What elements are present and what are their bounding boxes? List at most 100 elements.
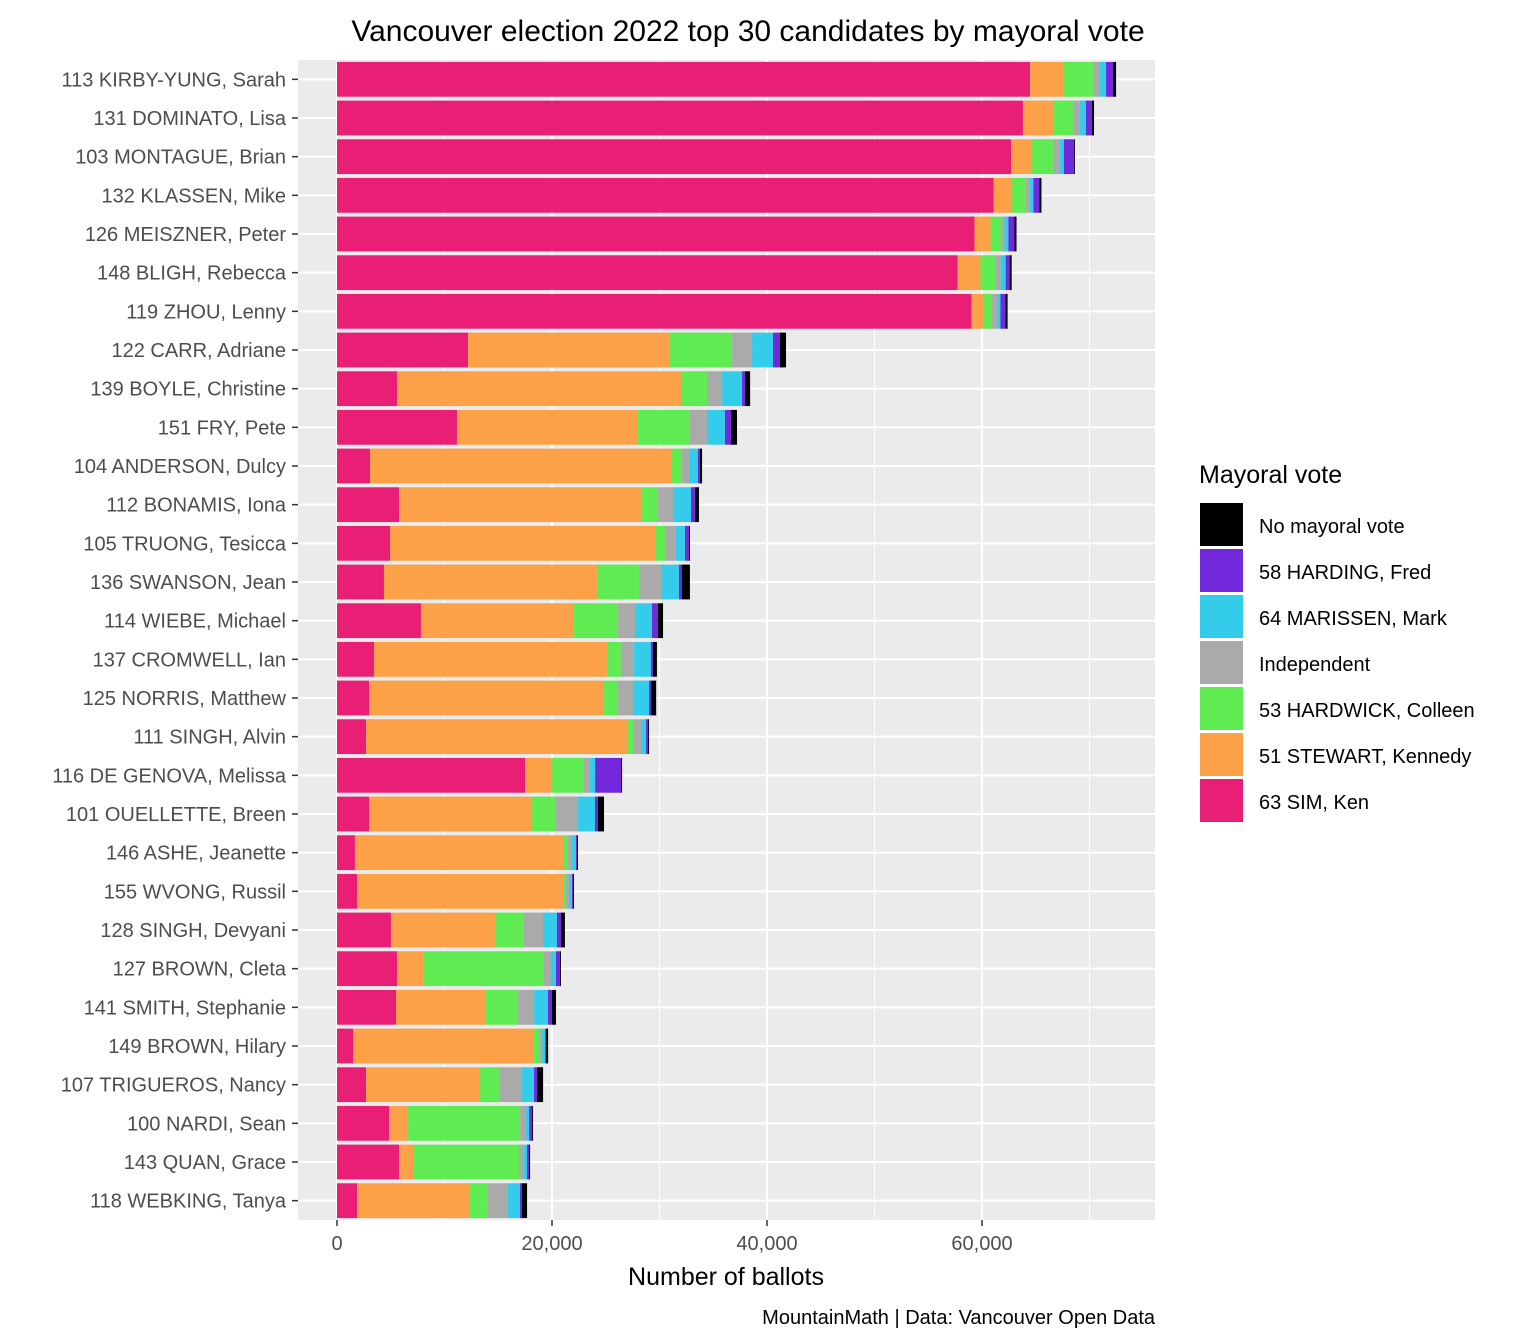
y-tick-label: 132 KLASSEN, Mike: [101, 185, 286, 207]
bar-segment: [542, 1028, 546, 1064]
bar-segment: [532, 1105, 534, 1141]
bar-segment: [974, 216, 991, 252]
bar-segment: [423, 951, 544, 987]
bar-segment: [550, 951, 556, 987]
bar-segment: [752, 332, 774, 368]
bar-segment: [479, 1067, 500, 1103]
bar-segment: [337, 1183, 357, 1219]
y-tick-label: 111 SINGH, Alvin: [133, 727, 286, 749]
bar-segment: [337, 332, 469, 368]
bar-segment: [1052, 139, 1060, 175]
bars: [337, 61, 1117, 1219]
bar-segment: [1011, 177, 1026, 213]
bar-segment: [337, 603, 421, 639]
bar-segment: [983, 293, 992, 329]
bar-segment: [337, 796, 370, 832]
bar-segment: [595, 757, 622, 793]
bar-segment: [980, 255, 996, 291]
bar-segment: [1100, 61, 1107, 97]
bar-segment: [337, 719, 367, 755]
bar-segment: [337, 680, 370, 716]
bar-segment: [366, 1067, 480, 1103]
bar-segment: [590, 757, 596, 793]
bar-segment: [621, 757, 623, 793]
bar-segment: [529, 1144, 531, 1180]
bar-segment: [525, 757, 552, 793]
y-tick-label: 155 WVONG, Russil: [104, 881, 286, 903]
y-tick-label: 119 ZHOU, Lenny: [126, 301, 286, 323]
legend-title: Mayoral vote: [1199, 461, 1342, 489]
bar-segment: [675, 525, 685, 561]
bar-segment: [337, 835, 355, 871]
bar-segment: [697, 448, 701, 484]
y-tick-label: 113 KIRBY-YUNG, Sarah: [61, 69, 286, 91]
bar-segment: [1063, 139, 1074, 175]
y-tick-label: 114 WIEBE, Michael: [104, 611, 286, 633]
chart-title: Vancouver election 2022 top 30 candidate…: [351, 15, 1144, 48]
bar-segment: [604, 680, 619, 716]
bar-segment: [534, 1028, 540, 1064]
bar-segment: [673, 487, 691, 523]
bar-segment: [1030, 61, 1065, 97]
bar-segment: [548, 989, 552, 1025]
bar-segment: [337, 293, 972, 329]
bar-segment: [556, 912, 561, 948]
bar-segment: [957, 255, 981, 291]
bar-segment: [468, 332, 671, 368]
bar-segment: [1009, 255, 1012, 291]
bar-segment: [571, 835, 576, 871]
legend-swatch: [1200, 687, 1243, 730]
bar-segment: [1085, 100, 1092, 136]
bar-segment: [993, 177, 1012, 213]
bar-segment: [539, 1028, 543, 1064]
bar-segment: [1064, 61, 1094, 97]
y-tick-label: 126 MEISZNER, Peter: [85, 224, 287, 246]
bar-segment: [369, 680, 605, 716]
bar-segment: [568, 835, 572, 871]
y-tick-label: 137 CROMWELL, Ian: [93, 649, 286, 671]
bar-segment: [1014, 216, 1017, 252]
bar-segment: [337, 1105, 390, 1141]
bar-segment: [456, 409, 638, 445]
bar-segment: [559, 951, 561, 987]
bar-segment: [487, 1183, 508, 1219]
bar-segment: [546, 1028, 549, 1064]
bar-segment: [337, 525, 390, 561]
bar-segment: [1031, 139, 1053, 175]
bar-segment: [971, 293, 984, 329]
bar-segment: [337, 564, 384, 600]
bar-segment: [1011, 139, 1032, 175]
y-tick-label: 136 SWANSON, Jean: [90, 572, 286, 594]
bar-segment: [396, 989, 486, 1025]
x-axis: 0 20,000 40,000 60,000: [331, 1220, 1013, 1255]
bar-segment: [337, 873, 357, 909]
legend-swatch: [1200, 779, 1243, 822]
bar-segment: [565, 873, 569, 909]
bar-segment: [337, 1028, 354, 1064]
bar-segment: [572, 603, 619, 639]
bar-segment: [524, 1144, 528, 1180]
bar-segment: [369, 796, 533, 832]
bar-segment: [534, 989, 549, 1025]
bar-segment: [991, 293, 998, 329]
y-tick-label: 143 QUAN, Grace: [124, 1152, 286, 1174]
bar-segment: [638, 564, 662, 600]
bar-segment: [1106, 61, 1114, 97]
bar-segment: [527, 1144, 530, 1180]
bar-segment: [681, 564, 690, 600]
bar-segment: [664, 525, 676, 561]
bar-segment: [543, 951, 551, 987]
bar-segment: [562, 873, 566, 909]
bar-segment: [633, 641, 651, 677]
bar-segment: [684, 525, 689, 561]
bar-segment: [641, 487, 658, 523]
y-tick-label: 127 BROWN, Cleta: [113, 959, 287, 981]
bar-segment: [641, 719, 647, 755]
bar-segment: [552, 989, 556, 1025]
legend-label: No mayoral vote: [1259, 516, 1405, 538]
bar-segment: [1000, 293, 1006, 329]
x-axis-label: Number of ballots: [628, 1263, 824, 1291]
bar-segment: [1004, 216, 1009, 252]
bar-segment: [707, 371, 723, 407]
bar-segment: [520, 1105, 527, 1141]
